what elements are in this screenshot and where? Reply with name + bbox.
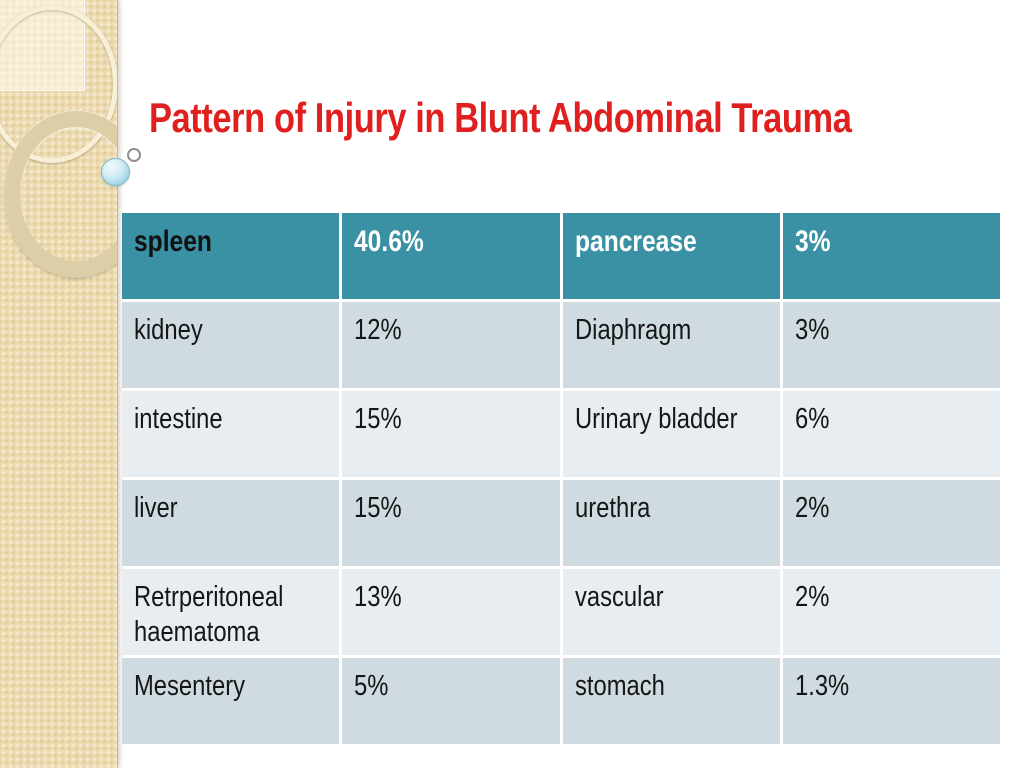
sidebar-decoration <box>0 0 118 768</box>
table-row-retroperitoneal-haematoma: Retrperitoneal haematoma 13% vascular 2% <box>122 569 1000 655</box>
table-row-liver: liver 15% urethra 2% <box>122 480 1000 566</box>
cell-text: 15% <box>354 492 402 524</box>
cell-organ-left: liver <box>122 480 340 566</box>
cell-text: spleen <box>134 225 212 258</box>
cell-percent-left: 15% <box>342 480 560 566</box>
cell-text: 1.3% <box>794 670 849 702</box>
cell-organ-left: Mesentery <box>122 658 340 744</box>
cell-text: 15% <box>354 403 402 435</box>
cell-text: Retrperitoneal haematoma <box>134 581 284 649</box>
cell-organ-right: urethra <box>562 480 780 566</box>
cell-text: 12% <box>354 314 402 346</box>
cell-text: kidney <box>134 314 203 346</box>
cell-text: 3% <box>794 225 831 258</box>
cell-text: 40.6% <box>354 225 425 258</box>
cell-percent-right: 6% <box>782 391 1000 477</box>
cell-text: stomach <box>574 670 665 702</box>
cell-text: 13% <box>354 581 402 613</box>
table-row-mesentery: Mesentery 5% stomach 1.3% <box>122 658 1000 744</box>
cell-percent-left: 13% <box>342 569 560 655</box>
header-cell-percent-left: 40.6% <box>342 213 560 299</box>
cell-percent-right: 3% <box>782 302 1000 388</box>
cell-percent-right: 2% <box>782 480 1000 566</box>
cell-text: pancrease <box>574 225 697 258</box>
header-cell-percent-right: 3% <box>782 213 1000 299</box>
cell-text: Urinary bladder <box>574 403 738 435</box>
header-cell-organ-right: pancrease <box>562 213 780 299</box>
cell-text: 5% <box>354 670 389 702</box>
cell-percent-right: 1.3% <box>782 658 1000 744</box>
cell-organ-right: stomach <box>562 658 780 744</box>
cell-organ-left: kidney <box>122 302 340 388</box>
cell-text: intestine <box>134 403 223 435</box>
cell-percent-left: 5% <box>342 658 560 744</box>
cell-text: Mesentery <box>134 670 246 702</box>
cell-organ-right: Urinary bladder <box>562 391 780 477</box>
cell-text: urethra <box>574 492 650 524</box>
cell-percent-right: 2% <box>782 569 1000 655</box>
cell-text: 2% <box>794 492 830 524</box>
cell-organ-right: vascular <box>562 569 780 655</box>
cell-text: Diaphragm <box>574 314 691 346</box>
header-cell-organ-left: spleen <box>122 213 340 299</box>
cell-organ-left: Retrperitoneal haematoma <box>122 569 340 655</box>
cell-organ-right: Diaphragm <box>562 302 780 388</box>
cell-percent-left: 12% <box>342 302 560 388</box>
cell-percent-left: 15% <box>342 391 560 477</box>
cell-text: 3% <box>794 314 830 346</box>
table-row-kidney: kidney 12% Diaphragm 3% <box>122 302 1000 388</box>
cell-text: 6% <box>794 403 830 435</box>
injury-table-body: spleen 40.6% pancrease 3% kidney 12% Dia… <box>122 213 1000 744</box>
injury-table: spleen 40.6% pancrease 3% kidney 12% Dia… <box>119 210 1003 747</box>
cell-text: 2% <box>794 581 830 613</box>
glass-sphere-icon <box>101 158 130 186</box>
small-circle-icon <box>127 148 141 162</box>
cell-text: liver <box>134 492 178 524</box>
cell-text: vascular <box>574 581 664 613</box>
slide-title: Pattern of Injury in Blunt Abdominal Tra… <box>149 94 852 141</box>
table-row-intestine: intestine 15% Urinary bladder 6% <box>122 391 1000 477</box>
table-header-row: spleen 40.6% pancrease 3% <box>122 213 1000 299</box>
cell-organ-left: intestine <box>122 391 340 477</box>
